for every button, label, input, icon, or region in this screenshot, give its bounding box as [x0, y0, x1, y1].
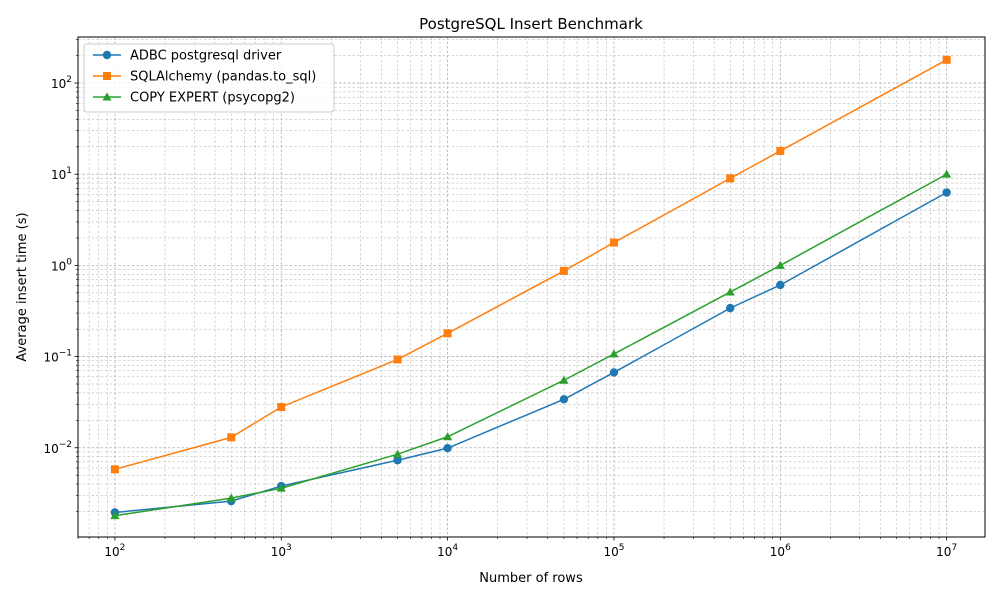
x-tick-label: 107 [936, 543, 957, 559]
legend-marker [102, 92, 112, 101]
series-line [114, 173, 948, 517]
x-tick-label: 105 [603, 543, 624, 559]
y-axis-label: Average insert time (s) [15, 212, 30, 361]
data-point [110, 511, 120, 520]
x-tick-label: 103 [271, 543, 292, 559]
data-point [609, 238, 618, 247]
data-point [942, 169, 952, 178]
y-tick-label: 102 [51, 75, 72, 91]
data-point [776, 280, 785, 290]
x-tick-label: 102 [104, 543, 125, 559]
legend: ADBC postgresql driver SQLAlchemy (pandas… [83, 43, 335, 113]
data-point [559, 375, 569, 384]
series-3 [110, 169, 952, 520]
data-point [775, 260, 785, 269]
axes: 102 103 104 105 106 107 10−2 10−1 100 101 102 [43, 39, 957, 559]
legend-label: SQLAlchemy (pandas.to_sql) [130, 70, 316, 85]
series-2 [110, 55, 951, 474]
data-point [609, 368, 619, 377]
series-layer [110, 55, 952, 520]
plot-area [78, 37, 985, 537]
data-point [726, 174, 735, 183]
data-point [277, 402, 286, 411]
legend-marker [102, 50, 112, 60]
data-point [942, 55, 951, 64]
legend-label: COPY EXPERT (psycopg2) [130, 91, 295, 106]
data-point [726, 303, 735, 313]
legend-label: ADBC postgresql driver [130, 49, 282, 64]
y-tick-label: 101 [51, 166, 72, 182]
data-point [559, 395, 569, 404]
chart-title: PostgreSQL Insert Benchmark [419, 15, 643, 33]
x-tick-label: 104 [437, 543, 458, 559]
data-point [609, 349, 619, 358]
series-line [114, 59, 948, 471]
data-point [725, 287, 735, 296]
data-point [227, 433, 236, 442]
data-point [443, 329, 452, 338]
legend-marker [103, 72, 111, 80]
data-point [776, 146, 785, 155]
data-point [226, 493, 236, 502]
data-point [443, 443, 452, 453]
plot-frame [77, 36, 986, 538]
y-tick-label: 10−2 [43, 440, 72, 456]
y-tick-label: 10−1 [43, 349, 72, 365]
data-point [110, 465, 119, 474]
x-tick-label: 106 [770, 543, 791, 559]
legend-box [83, 43, 335, 113]
data-point [443, 432, 453, 441]
data-point [942, 188, 951, 197]
grid-lines [77, 37, 985, 537]
data-point [276, 483, 286, 492]
data-point [559, 266, 568, 275]
data-point [392, 449, 403, 458]
data-point [393, 355, 402, 364]
data-point [393, 456, 402, 465]
y-tick-label: 100 [51, 257, 72, 273]
x-axis-label: Number of rows [479, 571, 583, 586]
